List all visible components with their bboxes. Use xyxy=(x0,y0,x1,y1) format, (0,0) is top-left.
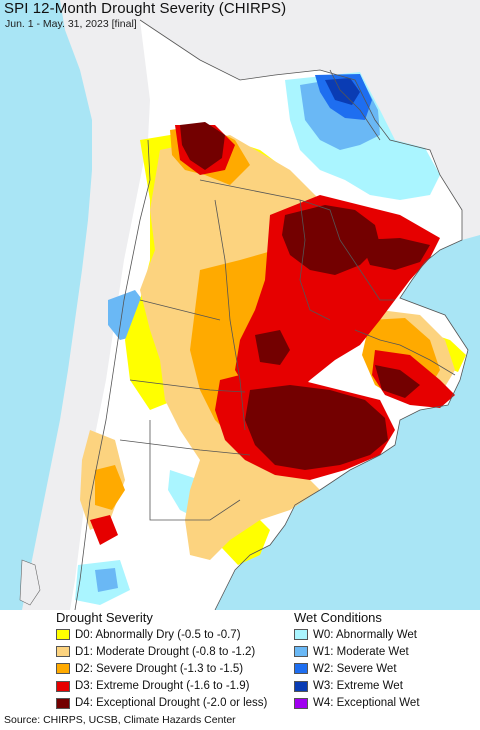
borders xyxy=(74,19,469,610)
legend-item-d0: D0: Abnormally Dry (-0.5 to -0.7) xyxy=(56,626,267,643)
legend-label: D4: Exceptional Drought (-2.0 or less) xyxy=(75,697,268,710)
coastline-south xyxy=(19,559,41,606)
drought-map xyxy=(0,0,480,610)
legend-swatch xyxy=(294,646,308,658)
legend-swatch xyxy=(56,663,70,675)
legend-item-d3: D3: Extreme Drought (-1.6 to -1.9) xyxy=(56,678,267,695)
legend-label: W1: Moderate Wet xyxy=(313,645,409,658)
legend-item-w4: W4: Exceptional Wet xyxy=(294,695,420,712)
legend-label: W0: Abnormally Wet xyxy=(313,628,417,641)
legend-swatch xyxy=(294,680,308,692)
legend-item-w3: W3: Extreme Wet xyxy=(294,678,420,695)
wet-w1-south2 xyxy=(95,568,118,592)
legend-label: W3: Extreme Wet xyxy=(313,680,403,693)
legend-label: D2: Severe Drought (-1.3 to -1.5) xyxy=(75,662,244,675)
legend-label: W4: Exceptional Wet xyxy=(313,697,420,710)
legend: Drought Severity Wet Conditions D0: Abno… xyxy=(0,610,480,710)
wet-legend-list: W0: Abnormally Wet W1: Moderate Wet W2: … xyxy=(294,626,420,712)
legend-swatch xyxy=(56,680,70,692)
drought-legend-list: D0: Abnormally Dry (-0.5 to -0.7) D1: Mo… xyxy=(56,626,267,712)
drought-d2-sw xyxy=(95,465,125,510)
legend-label: D0: Abnormally Dry (-0.5 to -0.7) xyxy=(75,628,241,641)
wet-legend-title: Wet Conditions xyxy=(294,610,382,625)
drought-d4-east xyxy=(360,238,430,270)
map-subtitle: Jun. 1 - May. 31, 2023 [final] xyxy=(5,18,137,30)
map-title: SPI 12-Month Drought Severity (CHIRPS) xyxy=(4,0,287,17)
drought-d4-north xyxy=(180,122,225,170)
legend-swatch xyxy=(56,646,70,658)
drought-d4-se xyxy=(375,365,420,398)
source-credit: Source: CHIRPS, UCSB, Climate Hazards Ce… xyxy=(4,714,236,726)
legend-swatch xyxy=(294,663,308,675)
legend-item-d1: D1: Moderate Drought (-0.8 to -1.2) xyxy=(56,643,267,660)
legend-item-w0: W0: Abnormally Wet xyxy=(294,626,420,643)
drought-d4-south xyxy=(245,385,388,470)
legend-swatch xyxy=(56,629,70,641)
drought-legend-title: Drought Severity xyxy=(56,610,153,625)
drought-d4-central xyxy=(282,205,380,275)
wet-w3-north xyxy=(325,78,360,105)
legend-swatch xyxy=(56,697,70,709)
legend-item-w1: W1: Moderate Wet xyxy=(294,643,420,660)
legend-label: W2: Severe Wet xyxy=(313,662,397,675)
legend-swatch xyxy=(294,629,308,641)
legend-label: D3: Extreme Drought (-1.6 to -1.9) xyxy=(75,680,250,693)
legend-label: D1: Moderate Drought (-0.8 to -1.2) xyxy=(75,645,256,658)
legend-item-w2: W2: Severe Wet xyxy=(294,660,420,677)
drought-d3-sw xyxy=(90,515,118,545)
legend-swatch xyxy=(294,697,308,709)
drought-d4-pampas xyxy=(255,330,290,365)
map-svg xyxy=(0,0,480,610)
drought-d1-s xyxy=(185,450,320,560)
legend-item-d4: D4: Exceptional Drought (-2.0 or less) xyxy=(56,695,267,712)
legend-item-d2: D2: Severe Drought (-1.3 to -1.5) xyxy=(56,660,267,677)
